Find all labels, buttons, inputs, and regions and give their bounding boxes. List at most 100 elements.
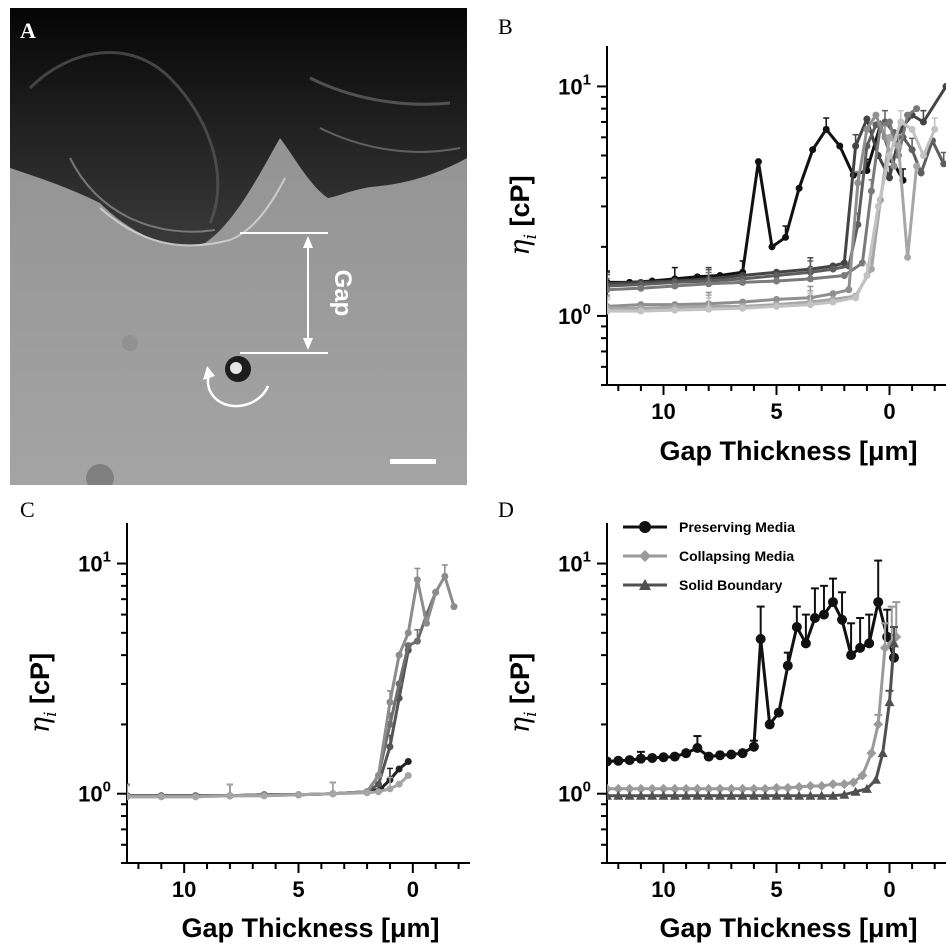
- data-point: [854, 179, 862, 187]
- data-point: [637, 307, 645, 315]
- data-point: [329, 790, 337, 798]
- y-tick-label: 100: [558, 301, 591, 329]
- data-point: [226, 792, 234, 800]
- series-line-2: [607, 85, 946, 286]
- data-point: [782, 790, 793, 800]
- data-point: [658, 783, 669, 794]
- data-point: [854, 221, 862, 229]
- data-point: [395, 780, 403, 788]
- data-point: [850, 786, 861, 796]
- data-point: [669, 751, 680, 762]
- data-point: [404, 771, 412, 779]
- data-point: [157, 793, 165, 801]
- data-point: [791, 621, 802, 632]
- data-point: [737, 790, 748, 800]
- data-point: [809, 612, 820, 623]
- panel-a: Gap A: [10, 8, 467, 492]
- x-tick-label: 0: [407, 877, 419, 902]
- data-point: [794, 790, 805, 800]
- data-point: [692, 742, 703, 753]
- data-point: [837, 614, 848, 625]
- data-point: [671, 306, 679, 314]
- data-point: [375, 780, 383, 788]
- data-point: [715, 783, 725, 794]
- data-point: [773, 277, 780, 285]
- y-axis-unit: [cP]: [505, 175, 535, 234]
- data-point: [705, 280, 713, 288]
- data-point: [755, 634, 766, 645]
- data-point: [919, 151, 927, 159]
- data-point: [794, 781, 805, 792]
- debris-spot-2: [122, 335, 138, 351]
- data-point: [715, 790, 725, 800]
- data-point: [840, 272, 848, 280]
- data-point: [613, 755, 624, 766]
- y-axis-symbol: η: [505, 717, 536, 733]
- data-point: [607, 286, 611, 294]
- y-axis-label: ηi [cP]: [505, 175, 541, 255]
- data-point: [647, 783, 658, 794]
- y-tick-label: 101: [558, 71, 591, 99]
- y-tick-exponent: 1: [103, 549, 111, 566]
- y-tick-exponent: 1: [583, 71, 591, 88]
- data-point: [782, 660, 793, 671]
- data-point: [771, 782, 782, 793]
- data-point: [829, 265, 837, 273]
- data-point: [739, 304, 747, 312]
- data-point: [768, 243, 776, 251]
- data-point: [681, 783, 692, 794]
- data-point: [363, 789, 371, 797]
- tissue-texture-3: [309, 76, 451, 106]
- data-point: [829, 298, 837, 306]
- y-axis-unit: [cP]: [25, 653, 55, 712]
- data-point: [800, 638, 811, 649]
- data-point: [864, 638, 875, 649]
- data-point: [726, 749, 737, 760]
- data-point: [703, 751, 714, 762]
- data-point: [919, 118, 927, 126]
- data-point: [886, 174, 893, 182]
- tissue-texture-4: [319, 127, 461, 153]
- data-point: [404, 758, 412, 766]
- y-axis-symbol: η: [505, 239, 536, 255]
- data-point: [624, 783, 635, 794]
- data-point: [647, 752, 658, 763]
- gap-arrow-up: [303, 236, 313, 248]
- data-point: [754, 158, 762, 166]
- data-point: [658, 790, 669, 800]
- data-point: [413, 576, 421, 584]
- data-point: [858, 259, 866, 267]
- data-point: [874, 202, 882, 210]
- data-point: [647, 790, 658, 800]
- data-point: [886, 118, 893, 126]
- data-point: [703, 783, 714, 794]
- data-point: [692, 783, 703, 794]
- data-point: [942, 82, 946, 90]
- data-point: [375, 771, 383, 779]
- x-tick-label: 5: [292, 877, 304, 902]
- legend-marker: [639, 579, 651, 590]
- data-point: [748, 741, 759, 752]
- data-point: [931, 125, 939, 133]
- data-point: [816, 790, 827, 800]
- data-point: [637, 284, 645, 292]
- data-point: [726, 790, 737, 800]
- y-axis-label: ηi [cP]: [505, 653, 541, 733]
- x-tick-label: 10: [172, 877, 196, 902]
- y-tick-exponent: 0: [103, 779, 111, 796]
- data-point: [866, 748, 877, 759]
- data-point: [846, 650, 857, 661]
- series-line-7: [607, 119, 937, 313]
- legend-label: Collapsing Media: [679, 548, 794, 564]
- rotation-arrow-icon: [206, 372, 270, 408]
- y-axis-unit: [cP]: [505, 653, 535, 712]
- data-point: [395, 651, 403, 659]
- data-point: [375, 788, 383, 796]
- panel-letter-b: B: [498, 14, 513, 39]
- data-point: [260, 792, 268, 800]
- rotation-arrowhead: [203, 366, 215, 380]
- data-point: [748, 790, 759, 800]
- data-point: [809, 146, 817, 154]
